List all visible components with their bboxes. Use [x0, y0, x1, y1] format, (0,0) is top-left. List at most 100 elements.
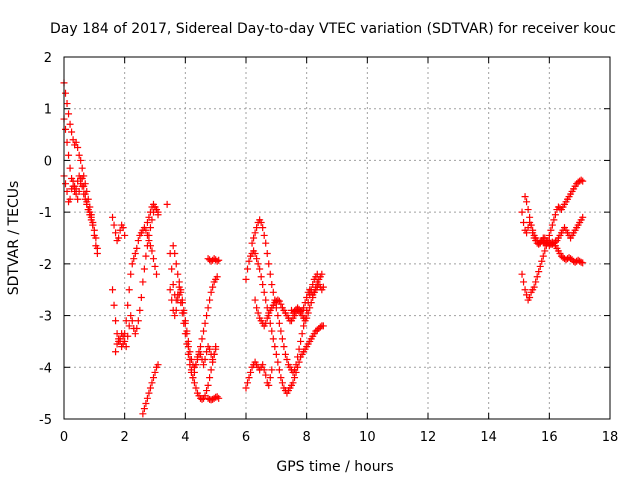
data-point — [180, 309, 188, 317]
data-point — [277, 374, 285, 382]
data-point — [68, 128, 76, 136]
series-track-k — [169, 242, 220, 403]
data-point — [207, 288, 215, 296]
data-point — [289, 379, 297, 387]
series-track-n — [242, 358, 276, 392]
data-point — [254, 260, 262, 268]
data-point — [93, 244, 101, 252]
data-point — [112, 229, 120, 237]
data-point — [254, 309, 262, 317]
data-point — [81, 195, 89, 203]
data-point — [294, 353, 302, 361]
data-point — [244, 265, 252, 273]
data-point — [266, 374, 274, 382]
data-point — [154, 208, 162, 216]
data-point — [65, 151, 73, 159]
y-tick-label: -5 — [39, 413, 52, 428]
data-point — [169, 242, 177, 250]
data-points — [60, 79, 587, 418]
data-point — [151, 368, 159, 376]
data-point — [110, 301, 118, 309]
data-point — [174, 270, 182, 278]
data-point — [529, 229, 537, 237]
data-point — [192, 384, 200, 392]
data-point — [139, 410, 147, 418]
data-point — [536, 262, 544, 270]
data-point — [520, 218, 528, 226]
data-point — [579, 177, 587, 185]
data-point — [551, 211, 559, 219]
data-point — [259, 224, 267, 232]
data-point — [542, 242, 550, 250]
data-point — [133, 244, 141, 252]
data-point — [148, 247, 156, 255]
data-point — [119, 224, 127, 232]
series-track-r — [288, 281, 327, 317]
data-point — [134, 237, 142, 245]
data-point — [143, 394, 151, 402]
data-point — [66, 120, 74, 128]
data-point — [523, 229, 531, 237]
data-point — [74, 144, 82, 151]
data-point — [289, 309, 297, 317]
data-point — [313, 326, 321, 334]
data-point — [548, 221, 556, 229]
data-point — [153, 270, 161, 278]
data-point — [303, 314, 311, 322]
data-point — [66, 195, 74, 203]
data-point — [251, 229, 259, 237]
data-point — [251, 250, 259, 258]
data-point — [538, 257, 546, 265]
data-point — [133, 325, 141, 332]
data-point — [72, 185, 80, 193]
data-point — [274, 312, 282, 320]
data-point — [262, 319, 270, 327]
data-point — [112, 348, 120, 356]
data-point — [146, 224, 154, 232]
data-point — [186, 356, 194, 364]
data-point — [518, 270, 526, 278]
data-point — [201, 356, 209, 364]
data-point — [281, 350, 289, 358]
data-point — [204, 394, 212, 402]
data-point — [268, 281, 276, 289]
series-track-f — [112, 224, 161, 356]
y-tick-label: 2 — [44, 51, 52, 66]
data-point — [520, 278, 528, 286]
data-point — [145, 389, 153, 397]
data-point — [146, 242, 154, 250]
data-point — [203, 312, 211, 320]
data-point — [265, 260, 273, 268]
y-tick-label: -2 — [39, 258, 52, 273]
data-point — [260, 231, 268, 239]
data-point — [213, 393, 221, 401]
data-point — [140, 405, 148, 413]
data-point — [206, 345, 214, 353]
data-point — [295, 345, 303, 353]
data-point — [576, 257, 584, 265]
data-point — [181, 319, 189, 327]
data-point — [145, 213, 153, 221]
data-point — [127, 270, 135, 278]
data-point — [172, 306, 180, 314]
data-point — [121, 330, 129, 338]
data-point — [154, 361, 162, 369]
x-tick-label: 18 — [602, 430, 619, 445]
data-point — [163, 200, 171, 208]
x-tick-label: 6 — [242, 430, 250, 445]
data-point — [139, 278, 147, 286]
data-point — [278, 335, 286, 343]
data-point — [192, 361, 200, 369]
data-point — [189, 374, 197, 382]
data-point — [518, 208, 526, 216]
data-point — [87, 213, 95, 221]
data-point — [122, 317, 130, 325]
data-point — [148, 379, 156, 387]
data-point — [142, 226, 150, 234]
data-point — [197, 350, 204, 358]
data-point — [275, 366, 283, 374]
data-point — [539, 252, 547, 260]
data-point — [579, 213, 587, 221]
data-point — [128, 317, 136, 325]
data-point — [63, 138, 71, 146]
